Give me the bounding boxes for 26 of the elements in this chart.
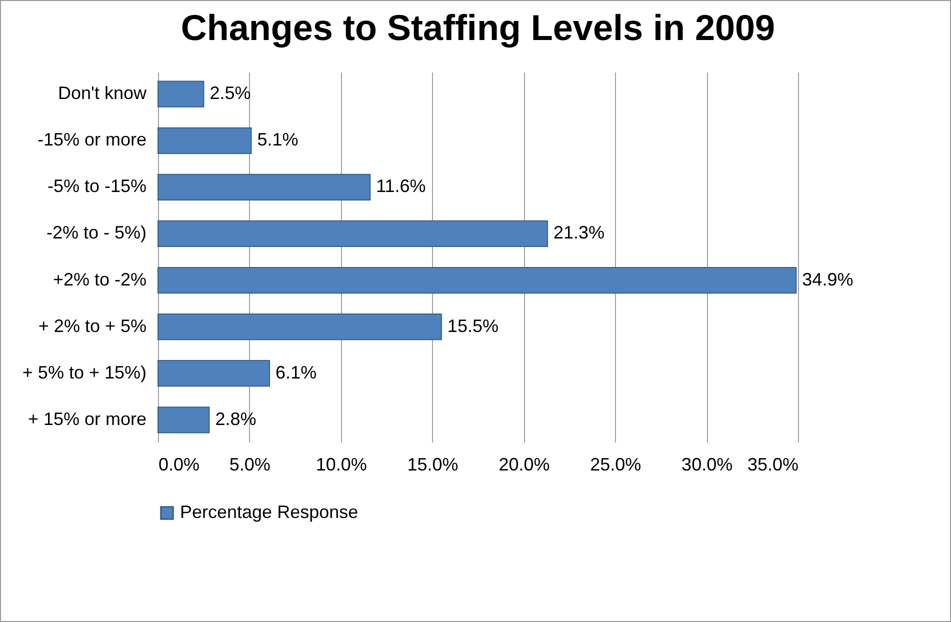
text: 5.1%: [257, 130, 298, 150]
y-tick-label: +2% to -2%: [52, 269, 146, 290]
x-tick-label: 35.0%: [747, 454, 798, 474]
text: 15.5%: [447, 316, 498, 336]
x-tick-label: 20.0%: [498, 454, 550, 474]
text: 2.5%: [210, 83, 251, 104]
text: 11.6%: [376, 176, 426, 196]
y-tick-label: Don't know: [58, 83, 148, 104]
x-tick-label: 5.0%: [229, 454, 270, 474]
legend-label: Percentage Response: [180, 502, 358, 522]
y-tick-label: + 2% to + 5%: [38, 316, 146, 336]
y-tick-label: + 15% or more: [28, 408, 146, 429]
x-tick-label: 10.0%: [316, 454, 367, 474]
text: 21.3%: [553, 222, 605, 243]
y-tick-label: -15% or more: [37, 130, 146, 150]
text: 34.9%: [802, 269, 854, 290]
x-tick-label: 30.0%: [682, 454, 733, 474]
x-tick-label: 25.0%: [590, 454, 642, 474]
chart-title: Changes to Staffing Levels in 2009: [180, 7, 776, 48]
text: 6.1%: [276, 362, 317, 382]
text: 2.8%: [215, 408, 256, 429]
x-tick-label: 15.0%: [407, 454, 458, 474]
y-tick-label: -2% to - 5%): [46, 222, 146, 243]
y-tick-label: -5% to -15%: [47, 176, 146, 196]
x-tick-label: 0.0%: [158, 454, 200, 474]
y-tick-label: + 5% to + 15%): [22, 362, 146, 382]
